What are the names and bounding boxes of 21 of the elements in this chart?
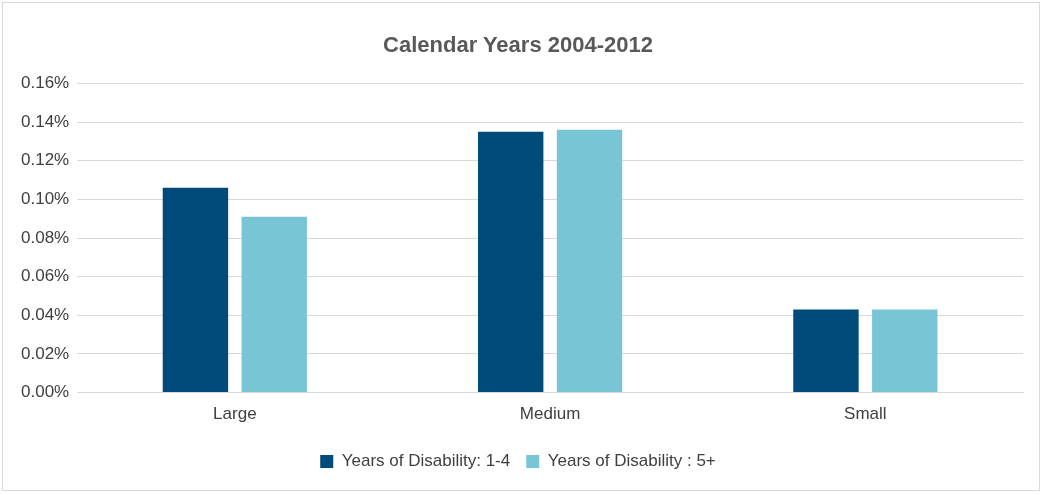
- y-tick-label: 0.08%: [21, 227, 70, 247]
- x-tick-label: Large: [213, 404, 257, 424]
- x-tick-label: Medium: [519, 404, 581, 424]
- y-tick-label: 0.00%: [21, 382, 70, 402]
- bar: [556, 129, 623, 393]
- chart-title: Calendar Years 2004-2012: [383, 32, 653, 58]
- bar: [162, 187, 229, 393]
- x-tick-label: Small: [844, 404, 887, 424]
- y-tick-label: 0.14%: [21, 111, 70, 131]
- bar: [477, 131, 544, 393]
- legend-label: Years of Disability : 5+: [547, 451, 716, 471]
- legend-label: Years of Disability: 1-4: [341, 451, 511, 471]
- bar: [872, 309, 938, 393]
- y-tick-label: 0.16%: [21, 73, 70, 93]
- y-tick-label: 0.02%: [21, 343, 70, 363]
- y-tick-label: 0.10%: [21, 189, 70, 209]
- y-tick-label: 0.04%: [21, 304, 70, 324]
- bar: [241, 216, 307, 393]
- bar: [793, 309, 859, 393]
- y-tick-label: 0.06%: [21, 266, 70, 286]
- y-tick-label: 0.12%: [21, 150, 70, 170]
